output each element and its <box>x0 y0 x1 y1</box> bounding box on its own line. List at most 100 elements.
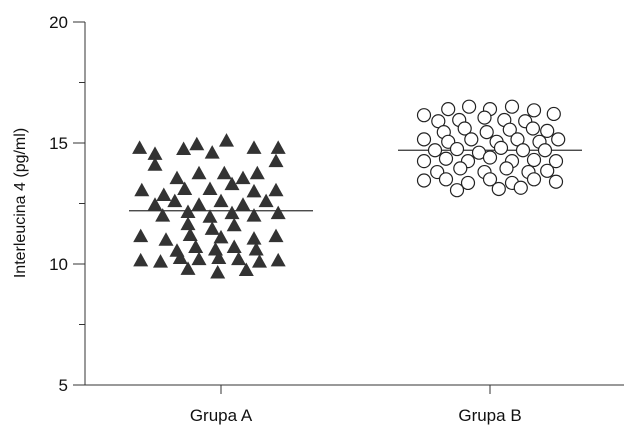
triangle-point <box>270 252 286 267</box>
triangle-point <box>270 140 286 154</box>
circle-point <box>449 141 465 157</box>
triangle-point <box>252 254 267 268</box>
circle-point <box>464 132 479 147</box>
triangle-point <box>132 140 148 154</box>
triangle-point <box>226 239 242 254</box>
triangle-point <box>177 181 193 195</box>
triangle-point <box>246 208 262 222</box>
triangle-point <box>204 221 220 235</box>
triangle-point <box>249 165 265 180</box>
triangle-point <box>226 217 242 232</box>
triangle-point <box>270 205 286 220</box>
circle-point <box>441 102 456 117</box>
circle-point <box>416 132 432 147</box>
y-tick-label: 20 <box>49 13 68 32</box>
triangle-point <box>156 187 172 202</box>
triangle-point <box>176 141 192 156</box>
circle-point <box>479 125 494 140</box>
triangle-point <box>133 252 149 267</box>
circle-point <box>416 173 432 188</box>
circle-point <box>526 152 542 168</box>
triangle-point <box>219 133 234 147</box>
circle-point <box>438 151 454 166</box>
circle-point <box>482 172 498 187</box>
triangle-point <box>202 209 218 223</box>
triangle-point <box>188 239 204 254</box>
circle-point <box>515 143 531 158</box>
plot-area <box>129 99 582 279</box>
circle-point <box>499 161 514 176</box>
triangle-point <box>213 193 229 208</box>
triangle-point <box>182 227 198 241</box>
triangle-point <box>231 251 247 266</box>
y-axis-title: Interleucina 4 (pg/ml) <box>12 128 29 278</box>
circle-point <box>460 175 476 191</box>
triangle-point <box>134 182 150 197</box>
triangle-point <box>246 231 262 245</box>
circle-point <box>540 163 555 178</box>
circle-point <box>462 99 477 114</box>
circle-point <box>449 183 465 198</box>
triangle-point <box>238 262 254 277</box>
triangle-point <box>153 254 168 268</box>
circle-point <box>525 121 541 136</box>
triangle-point <box>246 140 262 154</box>
triangle-point <box>180 204 196 218</box>
triangle-point <box>155 208 171 222</box>
triangle-point <box>224 205 240 220</box>
triangle-point <box>268 153 284 168</box>
triangle-point <box>180 216 196 231</box>
triangle-point <box>211 250 227 264</box>
circle-point <box>438 172 454 187</box>
triangle-point <box>235 197 251 211</box>
circle-point <box>502 122 517 137</box>
circle-point <box>513 180 528 195</box>
circle-point <box>548 154 564 169</box>
triangle-point <box>147 197 163 211</box>
y-tick-label: 15 <box>49 134 68 153</box>
triangle-point <box>208 241 223 256</box>
circle-point <box>537 143 553 158</box>
circle-point <box>482 150 498 165</box>
y-tick-label: 10 <box>49 255 68 274</box>
triangle-point <box>268 228 284 243</box>
triangle-point <box>235 170 251 185</box>
circle-point <box>526 172 542 187</box>
x-axis: Grupa A Grupa B <box>85 384 624 425</box>
y-axis: 5 10 15 20 <box>49 13 86 395</box>
triangle-point <box>172 250 188 264</box>
circle-point <box>493 140 509 155</box>
circle-point <box>477 110 492 125</box>
x-category-label: Grupa B <box>458 406 521 425</box>
triangle-point <box>147 157 163 171</box>
triangle-point <box>158 232 174 246</box>
triangle-point <box>216 165 232 180</box>
y-tick-label: 5 <box>59 376 68 395</box>
circle-point <box>453 161 468 176</box>
circle-point <box>491 181 506 197</box>
triangle-point <box>248 241 264 256</box>
triangle-point <box>133 228 149 243</box>
triangle-point <box>246 183 262 198</box>
triangle-point <box>191 251 207 266</box>
circle-point <box>548 174 564 189</box>
triangle-point <box>191 197 207 211</box>
circle-point <box>416 154 432 169</box>
triangle-point <box>224 176 240 191</box>
x-category-label: Grupa A <box>190 406 253 425</box>
triangle-point <box>169 170 185 185</box>
triangle-point <box>213 229 229 244</box>
circle-point <box>551 132 566 147</box>
circle-point <box>416 108 432 123</box>
circle-point <box>427 143 443 158</box>
triangle-point <box>189 136 205 151</box>
triangle-point <box>258 193 274 208</box>
circle-point <box>546 106 561 122</box>
triangle-point <box>268 182 284 197</box>
circle-point <box>504 99 520 114</box>
triangle-point <box>147 146 163 160</box>
circle-point <box>526 103 542 118</box>
triangle-point <box>180 261 196 275</box>
circle-point <box>457 121 472 136</box>
